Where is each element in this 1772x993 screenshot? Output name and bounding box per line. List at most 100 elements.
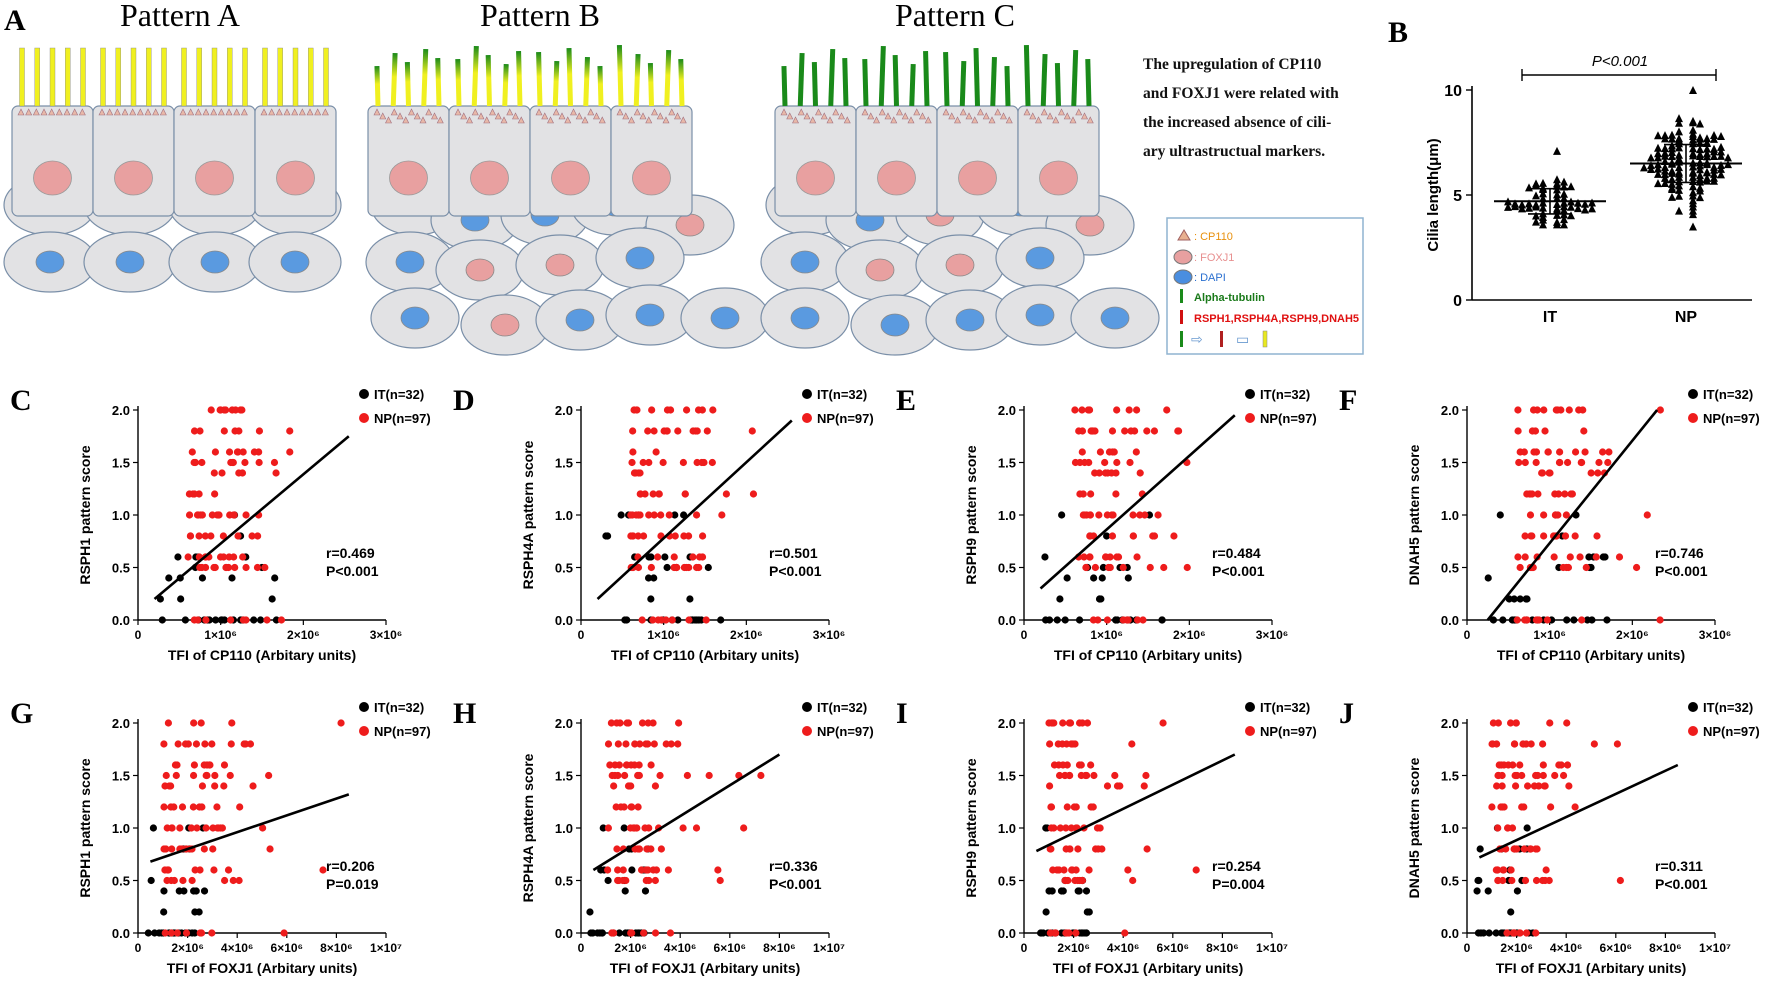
np-data-point <box>255 448 263 456</box>
np-data-point <box>667 740 675 748</box>
np-data-point <box>1516 761 1524 769</box>
np-data-point <box>1133 553 1141 561</box>
np-data-point <box>173 761 181 769</box>
np-data-point <box>1532 929 1540 937</box>
cp110-marker <box>113 108 121 116</box>
cilium <box>516 50 523 107</box>
x-tick-label: 0 <box>135 941 142 955</box>
it-data-point <box>1053 616 1061 624</box>
np-data-point <box>1055 771 1064 780</box>
x-tick-label: 4×10⁶ <box>1550 941 1583 955</box>
foxj1-nucleus <box>389 160 428 196</box>
np-data-point <box>634 803 642 811</box>
cp110-marker <box>884 112 892 120</box>
y-tick-label: 0.0 <box>998 613 1016 628</box>
np-data-point <box>238 469 247 477</box>
cp110-marker <box>298 108 306 116</box>
p-value: P=0.004 <box>1212 876 1265 892</box>
data-point <box>1647 153 1655 162</box>
cp110-marker <box>826 116 834 124</box>
cp110-marker <box>240 108 248 116</box>
cp110-marker <box>314 108 322 116</box>
np-data-point <box>230 553 238 561</box>
it-data-point <box>1103 532 1111 540</box>
dapi-nucleus <box>790 306 820 330</box>
cilium <box>828 48 836 107</box>
legend-np-label: NP(n=97) <box>1260 724 1317 739</box>
np-data-point <box>225 448 234 456</box>
it-data-point <box>589 929 597 937</box>
y-tick-label: 2.0 <box>555 716 573 731</box>
np-data-point <box>189 771 198 780</box>
it-data-point <box>1075 616 1084 624</box>
legend-it-label: IT(n=32) <box>374 387 424 402</box>
np-data-point <box>670 553 678 561</box>
cilium <box>196 47 202 107</box>
cp110-marker <box>25 108 33 116</box>
cp110-marker <box>564 116 572 124</box>
scatter-panel-h: H 0.0 0.5 1.0 1.5 2.0 0 2×10⁶ 4×10⁶ 6×10⁶ 8×10⁶ 1×1… <box>453 697 874 976</box>
np-data-point <box>1590 740 1598 748</box>
np-data-point <box>1499 866 1507 874</box>
cp110-marker <box>645 116 653 124</box>
it-data-point <box>1473 887 1481 895</box>
it-data-point <box>256 616 265 624</box>
data-point <box>1581 199 1589 208</box>
np-data-point <box>1513 616 1521 624</box>
legend-np-marker <box>802 726 812 736</box>
np-data-point <box>656 771 664 780</box>
data-point <box>1689 129 1697 138</box>
np-data-point <box>176 824 184 832</box>
r-value: r=0.254 <box>1212 858 1261 874</box>
it-data-point <box>717 616 725 624</box>
data-point <box>1532 191 1540 200</box>
np-data-point <box>639 532 648 540</box>
np-data-point <box>674 427 682 435</box>
cp110-marker <box>786 112 794 120</box>
data-point <box>1689 151 1697 160</box>
dapi-nucleus <box>280 250 310 274</box>
panel-a-letter: A <box>4 4 26 37</box>
y-tick-label: 1.0 <box>998 821 1016 836</box>
scatter-panel-g: G 0.0 0.5 1.0 1.5 2.0 0 2×10⁶ 4×10⁶ 6×10⁶ 8×10⁶ 1×1… <box>10 697 431 976</box>
cp110-marker <box>792 116 799 124</box>
np-data-point <box>1103 511 1111 519</box>
cp110-marker <box>425 108 433 116</box>
x-tick-label: 6×10⁶ <box>1157 941 1190 955</box>
np-data-point <box>692 824 701 832</box>
cp110-marker <box>1058 108 1065 116</box>
y-tick-label: 1.0 <box>112 821 130 836</box>
np-data-point <box>631 740 639 748</box>
legend-np-label: NP(n=97) <box>1703 411 1760 426</box>
x-tick-label: 4×10⁶ <box>1107 941 1140 955</box>
y-tick-label: 1.0 <box>1441 508 1459 523</box>
it-data-point <box>1603 616 1611 624</box>
np-data-point <box>229 876 237 885</box>
data-point <box>1696 119 1704 128</box>
np-data-point <box>1508 876 1516 885</box>
cp110-marker <box>40 108 48 116</box>
np-data-point <box>1108 427 1117 435</box>
np-data-point <box>280 929 288 937</box>
np-data-point <box>651 929 660 937</box>
np-data-point <box>650 511 658 519</box>
data-point <box>1703 149 1711 158</box>
np-data-point <box>604 824 613 832</box>
np-data-point <box>272 469 280 477</box>
np-data-point <box>1056 824 1065 832</box>
data-point <box>1553 217 1561 226</box>
cp110-marker <box>396 112 404 120</box>
np-data-point <box>191 866 199 874</box>
y-tick-label: 1.5 <box>112 456 130 471</box>
np-data-point <box>1514 553 1522 561</box>
np-data-point <box>703 427 711 435</box>
data-point <box>1696 133 1704 142</box>
np-data-point <box>1104 563 1113 572</box>
np-data-point <box>740 824 748 832</box>
np-data-point <box>190 719 198 727</box>
np-data-point <box>649 616 657 624</box>
np-data-point <box>213 824 221 832</box>
it-data-point <box>1124 574 1132 582</box>
legend-np-marker <box>1245 413 1255 423</box>
np-data-point <box>637 490 645 498</box>
